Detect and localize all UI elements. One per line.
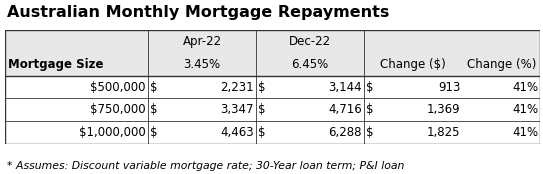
Bar <box>5 30 540 76</box>
Text: 4,716: 4,716 <box>328 103 362 116</box>
Text: 41%: 41% <box>512 81 538 93</box>
Text: 3,347: 3,347 <box>220 103 254 116</box>
Text: $: $ <box>258 81 266 93</box>
Text: $750,000: $750,000 <box>90 103 146 116</box>
Text: Apr-22: Apr-22 <box>182 35 222 48</box>
Text: $: $ <box>258 103 266 116</box>
Text: Change (%): Change (%) <box>467 58 536 71</box>
Text: $: $ <box>258 126 266 139</box>
Text: Dec-22: Dec-22 <box>289 35 331 48</box>
Text: $: $ <box>150 81 157 93</box>
Text: $1,000,000: $1,000,000 <box>79 126 146 139</box>
Text: $: $ <box>366 126 374 139</box>
Text: 6,288: 6,288 <box>328 126 362 139</box>
Text: $: $ <box>366 81 374 93</box>
Text: 6.45%: 6.45% <box>291 58 329 71</box>
Text: $500,000: $500,000 <box>91 81 146 93</box>
Text: * Assumes: Discount variable mortgage rate; 30-Year loan term; P&I loan: * Assumes: Discount variable mortgage ra… <box>7 161 405 171</box>
Text: Australian Monthly Mortgage Repayments: Australian Monthly Mortgage Repayments <box>7 5 389 20</box>
Text: Change ($): Change ($) <box>381 58 446 71</box>
Text: $: $ <box>366 103 374 116</box>
Text: Mortgage Size: Mortgage Size <box>8 58 103 71</box>
Text: 3,144: 3,144 <box>328 81 362 93</box>
Text: 913: 913 <box>438 81 460 93</box>
Text: 4,463: 4,463 <box>220 126 254 139</box>
Text: $: $ <box>150 103 157 116</box>
Text: 41%: 41% <box>512 103 538 116</box>
Text: 41%: 41% <box>512 126 538 139</box>
Text: 1,369: 1,369 <box>427 103 460 116</box>
Text: $: $ <box>150 126 157 139</box>
Text: 1,825: 1,825 <box>427 126 460 139</box>
Text: 2,231: 2,231 <box>220 81 254 93</box>
Text: 3.45%: 3.45% <box>184 58 220 71</box>
